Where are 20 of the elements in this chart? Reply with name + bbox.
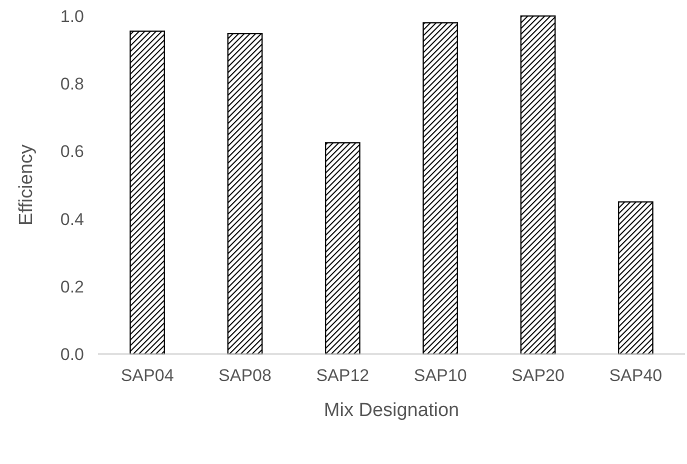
y-tick-label: 0.2 (60, 277, 84, 296)
x-tick-label: SAP10 (414, 366, 467, 385)
y-tick-label: 0.4 (60, 210, 84, 229)
x-tick-label: SAP20 (512, 366, 564, 385)
x-tick-label: SAP08 (218, 366, 272, 385)
bar (227, 32, 263, 355)
x-axis-title: Mix Designation (324, 400, 460, 421)
y-tick-label: 0.6 (60, 142, 84, 162)
bar (520, 15, 556, 355)
bar (130, 30, 166, 355)
bar (324, 142, 360, 355)
y-axis-title: Efficiency (16, 144, 37, 226)
x-tick-label: SAP40 (609, 366, 662, 385)
y-tick-label: 0.0 (60, 344, 84, 364)
bar (618, 201, 654, 355)
y-tick-label: 1.0 (60, 6, 84, 26)
y-tick-label: 0.8 (60, 74, 84, 94)
x-tick-label: SAP04 (120, 366, 174, 385)
bar (422, 22, 458, 355)
x-tick-label: SAP12 (316, 366, 370, 385)
